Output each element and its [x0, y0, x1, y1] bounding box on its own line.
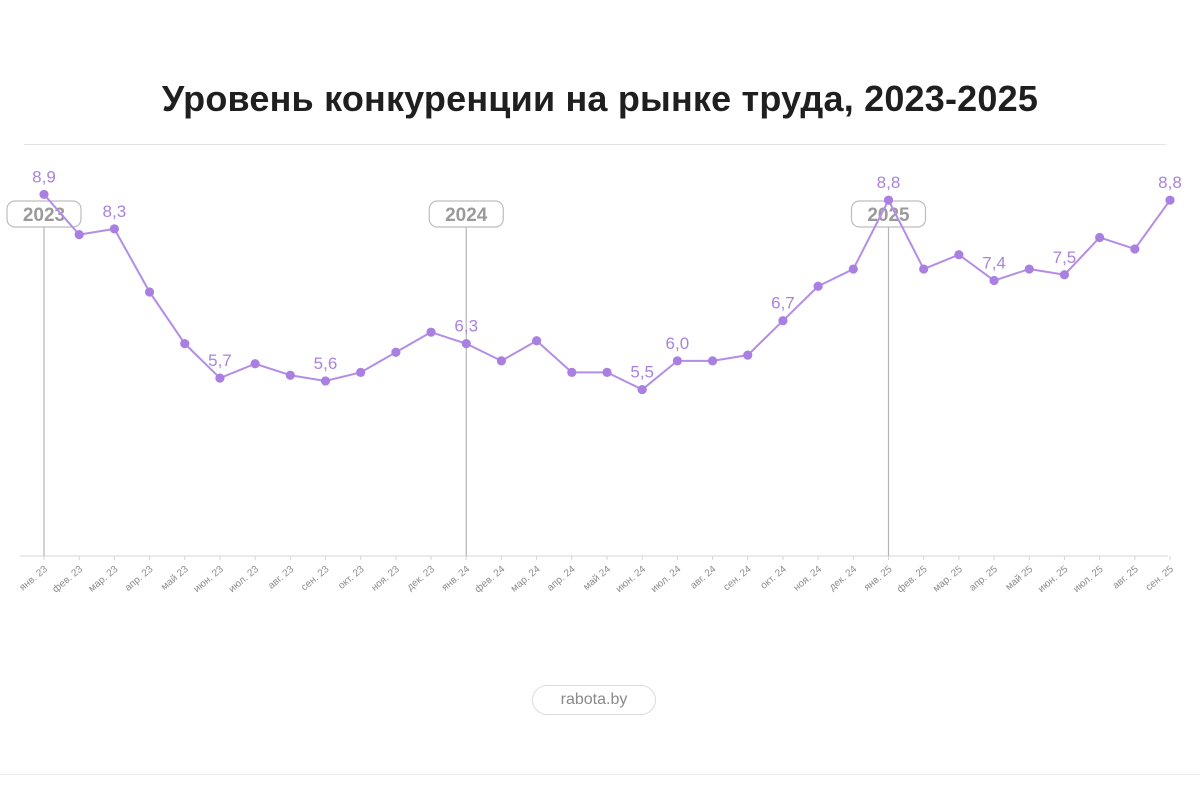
- x-tick-label: окт. 23: [336, 564, 367, 592]
- data-point: [954, 250, 964, 260]
- data-label: 7,4: [982, 254, 1006, 273]
- data-point: [356, 367, 366, 377]
- data-label: 6,0: [666, 334, 690, 353]
- data-point: [1024, 264, 1034, 274]
- year-marker-label: 2023: [23, 205, 65, 226]
- bottom-divider: [0, 774, 1200, 775]
- data-point: [250, 359, 260, 369]
- x-tick-label: май 23: [159, 564, 191, 593]
- x-tick-label: мар. 23: [87, 564, 121, 595]
- data-point: [180, 339, 190, 349]
- data-label: 7,5: [1053, 248, 1077, 267]
- data-point: [883, 195, 894, 205]
- x-tick-label: сен. 24: [722, 564, 755, 594]
- data-point: [426, 327, 436, 337]
- x-tick-label: июн. 25: [1036, 564, 1070, 595]
- data-label: 5,6: [314, 354, 338, 373]
- x-tick-label: май 24: [581, 564, 613, 593]
- data-label: 8,8: [1158, 173, 1182, 192]
- x-tick-label: ноя. 23: [369, 564, 402, 594]
- x-tick-label: сен. 23: [299, 564, 332, 594]
- data-label: 8,9: [32, 167, 56, 186]
- data-point: [391, 347, 401, 357]
- x-tick-label: апр. 24: [545, 564, 578, 594]
- x-tick-label: мар. 25: [931, 564, 965, 595]
- x-tick-label: дек. 23: [405, 564, 437, 594]
- x-tick-label: июн. 24: [614, 564, 648, 595]
- data-point: [215, 373, 225, 383]
- year-marker-label: 2025: [867, 205, 910, 226]
- data-point: [707, 356, 718, 366]
- data-point: [778, 316, 788, 326]
- x-tick-label: июн. 23: [192, 564, 226, 595]
- x-tick-label: янв. 23: [18, 564, 51, 594]
- x-tick-label: апр. 23: [123, 564, 156, 594]
- x-tick-label: июл. 23: [227, 564, 262, 595]
- data-point: [567, 367, 577, 377]
- x-tick-label: фев. 24: [472, 563, 507, 595]
- data-label: 6,7: [771, 294, 795, 313]
- data-point: [1095, 232, 1105, 243]
- year-marker-label: 2024: [445, 205, 488, 226]
- x-tick-label: янв. 24: [440, 564, 473, 594]
- x-tick-label: фев. 25: [894, 563, 929, 595]
- data-point: [1130, 244, 1140, 254]
- x-tick-label: окт. 24: [759, 564, 790, 592]
- title-divider: [24, 144, 1166, 145]
- data-label: 8,8: [877, 173, 901, 192]
- data-point: [320, 376, 331, 386]
- data-point: [144, 287, 155, 297]
- data-label: 5,5: [630, 363, 654, 382]
- x-tick-label: авг. 23: [266, 564, 296, 592]
- data-point: [672, 356, 682, 366]
- chart-title: Уровень конкуренции на рынке труда, 2023…: [161, 78, 1039, 119]
- data-point: [39, 189, 49, 200]
- data-point: [532, 336, 542, 346]
- data-label: 8,3: [103, 202, 127, 221]
- x-tick-label: авг. 25: [1111, 564, 1141, 592]
- x-tick-label: янв. 25: [862, 564, 895, 594]
- x-tick-label: июл. 25: [1071, 564, 1106, 595]
- x-tick-label: сен. 25: [1144, 564, 1177, 594]
- x-tick-label: май 25: [1004, 564, 1036, 593]
- data-point: [602, 367, 612, 377]
- x-tick-label: мар. 24: [509, 564, 543, 595]
- data-point: [109, 224, 119, 234]
- x-tick-label: фев. 23: [50, 563, 85, 595]
- x-tick-label: апр. 25: [967, 564, 1000, 594]
- data-point: [285, 370, 295, 380]
- data-point: [74, 230, 84, 240]
- data-point: [989, 275, 999, 286]
- year-marker-pill: [428, 200, 504, 228]
- data-point: [1165, 195, 1175, 205]
- x-tick-label: июл. 24: [649, 564, 684, 595]
- source-badge: rabota.by: [532, 685, 656, 715]
- data-point: [848, 264, 858, 274]
- data-point: [637, 384, 647, 395]
- data-label: 6,3: [454, 317, 478, 336]
- x-tick-label: авг. 24: [688, 564, 718, 592]
- x-tick-label: дек. 24: [827, 564, 859, 594]
- data-point: [919, 264, 929, 274]
- data-label: 5,7: [208, 351, 232, 370]
- data-point: [813, 281, 823, 291]
- x-tick-label: ноя. 24: [792, 564, 825, 594]
- data-point: [461, 339, 471, 349]
- data-point: [743, 350, 753, 360]
- data-point: [1059, 270, 1070, 280]
- data-point: [496, 356, 507, 366]
- year-marker-pill: [6, 200, 82, 228]
